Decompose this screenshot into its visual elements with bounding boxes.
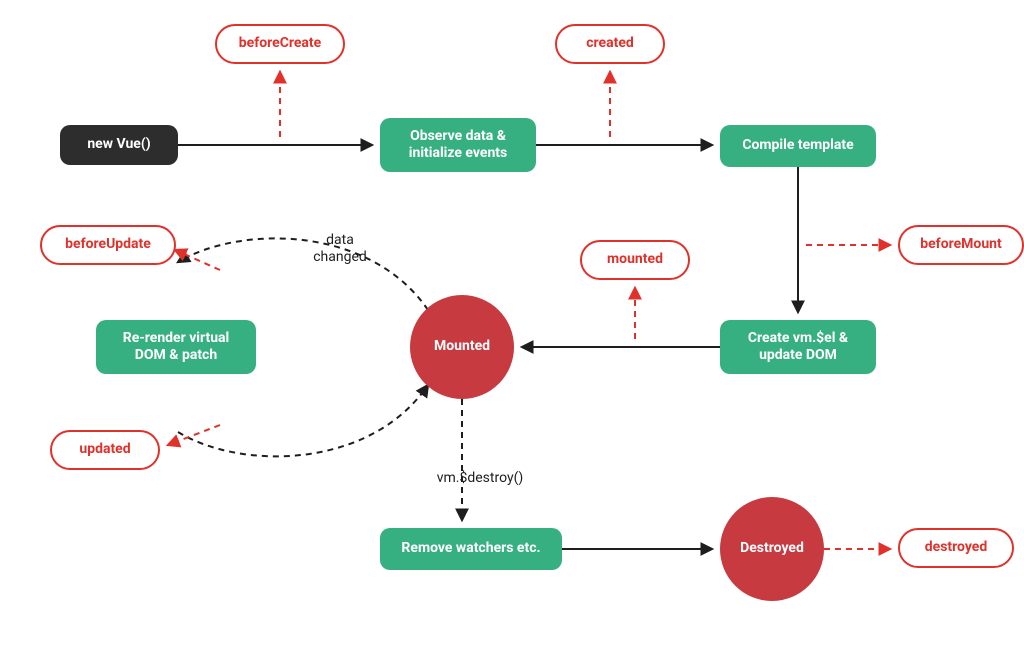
hook-beforeUpdate: beforeUpdate: [40, 225, 176, 265]
edge-loop_bottom: [178, 385, 428, 456]
node-mounted: Mounted: [410, 295, 514, 399]
node-newVue: new Vue(): [60, 125, 178, 165]
node-destroyedNode: Destroyed: [720, 497, 824, 601]
hook-destroyed: destroyed: [898, 528, 1014, 568]
hook-mountedHook: mounted: [580, 240, 690, 280]
hook-created: created: [555, 24, 665, 64]
hook-beforeCreate: beforeCreate: [215, 24, 345, 64]
edge-hook_beforeUpdate: [175, 250, 220, 270]
annotation-dataChanged: datachanged: [300, 232, 380, 266]
hook-updated: updated: [50, 430, 160, 470]
node-createEl: Create vm.$el &update DOM: [720, 320, 876, 374]
edge-hook_updated: [168, 425, 220, 445]
annotation-vmDestroy: vm.$destroy(): [420, 470, 540, 487]
node-rerender: Re-render virtualDOM & patch: [96, 320, 256, 374]
lifecycle-diagram: new Vue() Observe data &initialize events…: [0, 0, 1024, 662]
node-observe: Observe data &initialize events: [380, 118, 536, 172]
node-remove: Remove watchers etc.: [380, 528, 562, 570]
hook-beforeMount: beforeMount: [898, 225, 1024, 265]
node-compile: Compile template: [720, 125, 876, 167]
